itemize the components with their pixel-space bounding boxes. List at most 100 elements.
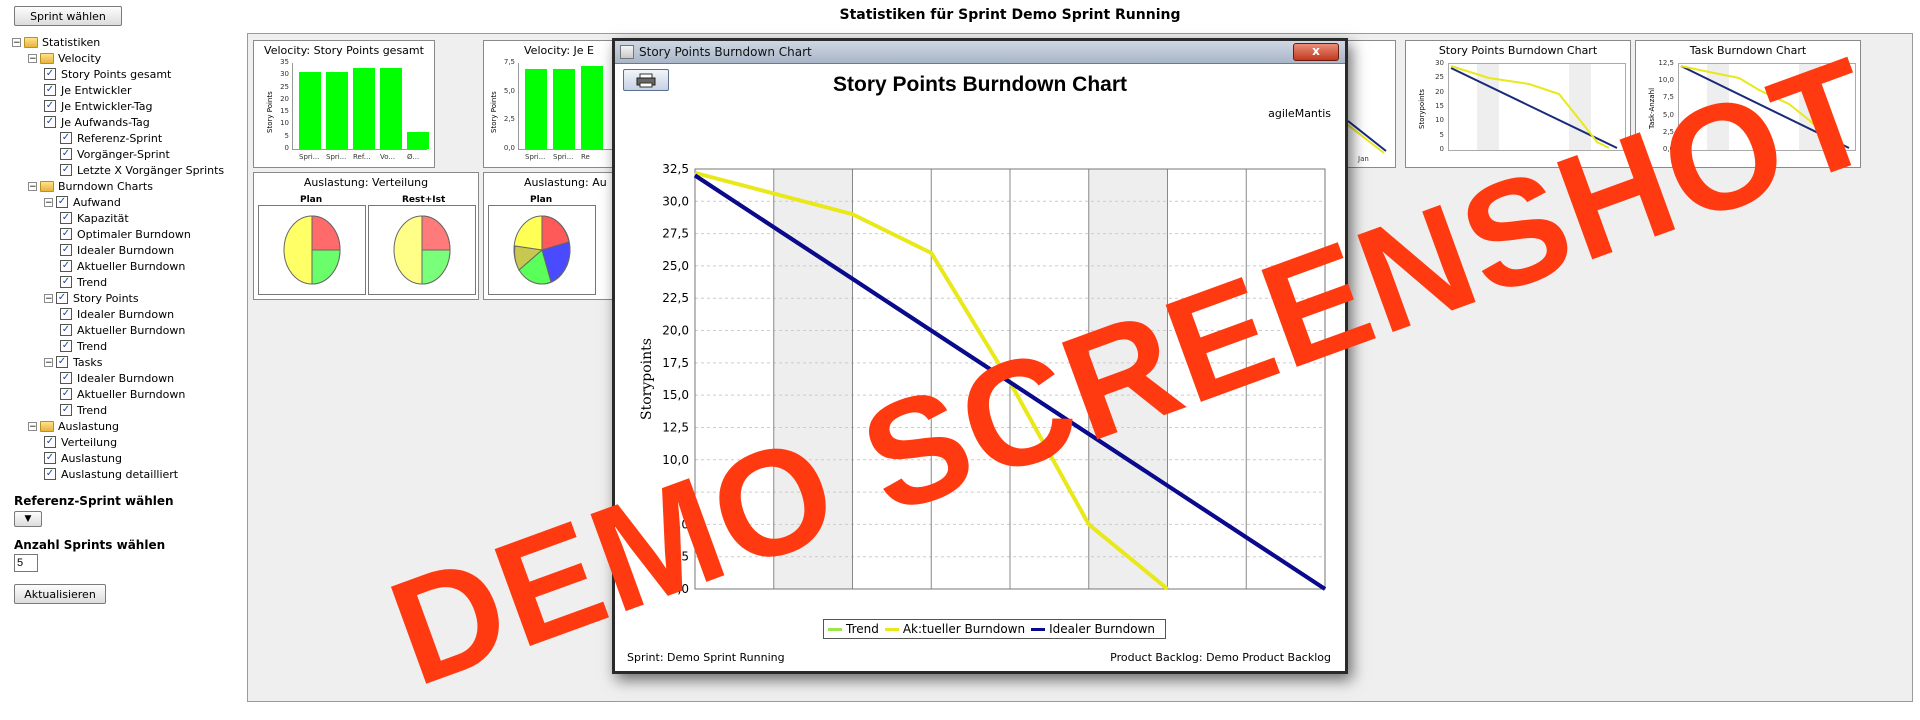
tree-item[interactable]: − ✓ Story Points: [44, 290, 139, 306]
checkbox[interactable]: ✓: [44, 100, 56, 112]
tree-item[interactable]: − ✓ Aufwand: [44, 194, 121, 210]
tree-item[interactable]: ✓ Auslastung detailliert: [44, 466, 178, 482]
backlog-footer: Product Backlog: Demo Product Backlog: [1110, 651, 1331, 664]
checkbox[interactable]: ✓: [60, 148, 72, 160]
burndown-chart-dialog[interactable]: Story Points Burndown Chart x Story Poin…: [612, 38, 1348, 674]
velocity-total-ytick: 35: [280, 58, 289, 66]
sprint-select-button[interactable]: Sprint wählen: [14, 6, 122, 26]
collapse-toggle-icon[interactable]: −: [12, 37, 21, 48]
tree-item[interactable]: ✓ Aktueller Burndown: [60, 258, 185, 274]
refresh-button[interactable]: Aktualisieren: [14, 584, 106, 604]
tree-item[interactable]: ✓ Trend: [60, 402, 107, 418]
y-tick-label: 0,0: [670, 582, 689, 596]
checkbox[interactable]: ✓: [56, 196, 68, 208]
y-tick-label: 17,5: [662, 356, 689, 370]
velocity-total-ytick: 5: [284, 131, 289, 140]
velocity-total-ytick: 10: [280, 119, 289, 128]
velocity-developer-panel[interactable]: Velocity: Je E Story Points Spri... Spri.…: [483, 40, 623, 168]
checkbox[interactable]: ✓: [44, 436, 56, 448]
collapse-toggle-icon[interactable]: −: [44, 197, 53, 208]
collapse-toggle-icon[interactable]: −: [44, 293, 53, 304]
checkbox[interactable]: ✓: [44, 452, 56, 464]
velocity-developer-title: Velocity: Je E: [524, 44, 595, 57]
auslastung-title: Auslastung: Au: [524, 176, 607, 189]
chart-title: Story Points Burndown Chart: [833, 73, 1127, 96]
tree-item[interactable]: − ✓ Tasks: [44, 354, 102, 370]
tree-item[interactable]: ✓ Verteilung: [44, 434, 117, 450]
velocity-developer-xtick: Spri...: [553, 153, 574, 161]
collapse-toggle-icon[interactable]: −: [28, 421, 37, 432]
checkbox[interactable]: ✓: [56, 356, 68, 368]
tree-item[interactable]: ✓ Idealer Burndown: [60, 306, 174, 322]
anzahl-sprints-input[interactable]: [14, 554, 38, 572]
checkbox[interactable]: ✓: [60, 244, 72, 256]
series-line: [694, 170, 1169, 591]
tree-item[interactable]: ✓ Je Entwickler-Tag: [44, 98, 152, 114]
task-burndown-ytick: 2,5: [1662, 127, 1674, 136]
tree-item[interactable]: ✓ Letzte X Vorgänger Sprints: [60, 162, 224, 178]
checkbox[interactable]: ✓: [44, 116, 56, 128]
checkbox[interactable]: ✓: [60, 228, 72, 240]
y-tick-label: 5,0: [670, 517, 689, 531]
tree-item[interactable]: − Velocity: [28, 50, 101, 66]
tree-item[interactable]: ✓ Je Entwickler: [44, 82, 132, 98]
tree-item[interactable]: ✓ Auslastung: [44, 450, 122, 466]
sp-burndown-panel[interactable]: Story Points Burndown Chart Storypoints …: [1405, 40, 1631, 168]
tree-item[interactable]: − Auslastung: [28, 418, 119, 434]
tree-item[interactable]: ✓ Aktueller Burndown: [60, 322, 185, 338]
checkbox[interactable]: ✓: [60, 164, 72, 176]
velocity-total-ytick: 25: [280, 82, 289, 91]
auslastung-panel[interactable]: Auslastung: Au Plan: [483, 172, 623, 300]
referenz-sprint-dropdown[interactable]: ▼: [14, 511, 42, 527]
y-tick-label: 27,5: [662, 227, 689, 241]
checkbox[interactable]: ✓: [56, 292, 68, 304]
collapse-toggle-icon[interactable]: −: [28, 181, 37, 192]
dialog-titlebar[interactable]: Story Points Burndown Chart x: [615, 41, 1345, 64]
print-button[interactable]: [623, 69, 669, 91]
sp-burndown-ytick: 0: [1439, 145, 1444, 153]
tree-item[interactable]: ✓ Referenz-Sprint: [60, 130, 162, 146]
velocity-total-panel[interactable]: Velocity: Story Points gesamt Story Poin…: [253, 40, 435, 168]
tree-item[interactable]: ✓ Idealer Burndown: [60, 242, 174, 258]
checkbox[interactable]: ✓: [60, 260, 72, 272]
tree-item[interactable]: ✓ Kapazität: [60, 210, 129, 226]
checkbox[interactable]: ✓: [60, 340, 72, 352]
tree-item[interactable]: ✓ Vorgänger-Sprint: [60, 146, 170, 162]
referenz-sprint-label: Referenz-Sprint wählen: [14, 494, 174, 508]
checkbox[interactable]: ✓: [60, 132, 72, 144]
checkbox[interactable]: ✓: [44, 468, 56, 480]
checkbox[interactable]: ✓: [60, 324, 72, 336]
tree-item[interactable]: ✓ Idealer Burndown: [60, 370, 174, 386]
tree-item[interactable]: − Statistiken: [12, 34, 100, 50]
checkbox[interactable]: ✓: [60, 404, 72, 416]
velocity-total-bar: [353, 67, 375, 149]
tree-item-label: Referenz-Sprint: [77, 131, 163, 145]
folder-icon: [40, 180, 54, 192]
velocity-total-plot: Spri... Spri... Ref... Vo... Ø... 35 30 25 20 15 1…: [280, 58, 429, 161]
tree-item[interactable]: ✓ Je Aufwands-Tag: [44, 114, 150, 130]
tree-item[interactable]: − Burndown Charts: [28, 178, 153, 194]
tree-item-label: Aktueller Burndown: [77, 323, 186, 337]
checkbox[interactable]: ✓: [44, 84, 56, 96]
legend-item: Idealer Burndown: [1031, 622, 1155, 636]
checkbox[interactable]: ✓: [60, 372, 72, 384]
auslastung-verteilung-panel[interactable]: Auslastung: Verteilung Plan Rest+Ist: [253, 172, 479, 300]
aufwand-burndown-panel[interactable]: Jan: [1347, 40, 1396, 168]
tree-item-label: Aufwand: [73, 195, 121, 209]
tree-item[interactable]: ✓ Trend: [60, 274, 107, 290]
collapse-toggle-icon[interactable]: −: [44, 357, 53, 368]
tree-item[interactable]: ✓ Story Points gesamt: [44, 66, 171, 82]
checkbox[interactable]: ✓: [60, 276, 72, 288]
close-button[interactable]: x: [1293, 43, 1339, 61]
tree-item[interactable]: ✓ Aktueller Burndown: [60, 386, 185, 402]
checkbox[interactable]: ✓: [44, 68, 56, 80]
tree-item[interactable]: ✓ Trend: [60, 338, 107, 354]
checkbox[interactable]: ✓: [60, 308, 72, 320]
checkbox[interactable]: ✓: [60, 388, 72, 400]
checkbox[interactable]: ✓: [60, 212, 72, 224]
tree-item[interactable]: ✓ Optimaler Burndown: [60, 226, 191, 242]
legend-item: Trend: [828, 622, 879, 636]
velocity-total-bar: [326, 71, 348, 149]
collapse-toggle-icon[interactable]: −: [28, 53, 37, 64]
task-burndown-panel[interactable]: Task Burndown Chart Task-Anzahl 12,5 10,0…: [1635, 40, 1861, 168]
